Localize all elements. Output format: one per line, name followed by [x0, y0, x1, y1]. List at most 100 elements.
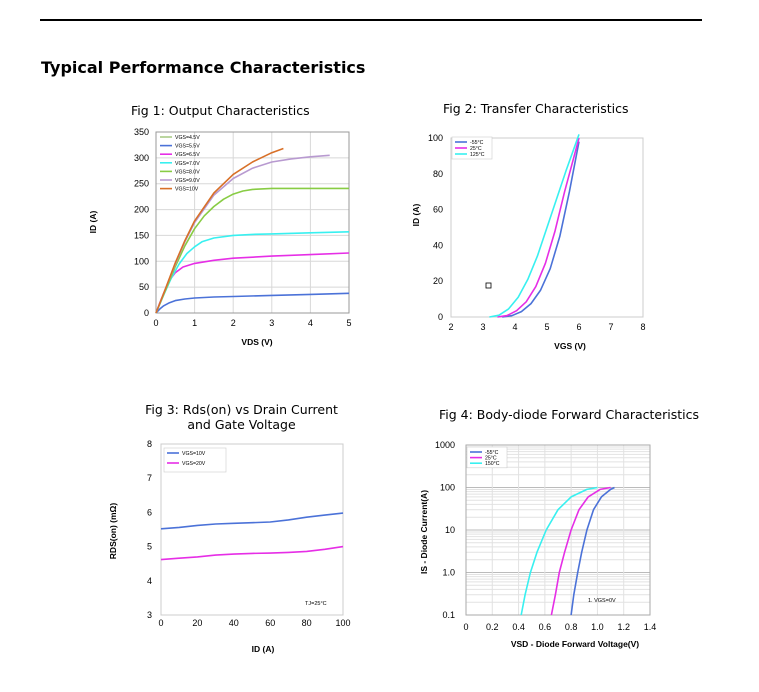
fig4-legend-label-3: 150°C [485, 461, 500, 467]
fig3-series-line-1 [160, 512, 344, 530]
fig2-xtick-label: 3 [480, 322, 485, 332]
fig2-legend-label-2: 25°C [470, 146, 482, 152]
fig1-ytick-label: 150 [134, 230, 149, 240]
fig2-ytick-label: 40 [433, 240, 443, 250]
fig1-xtick-label: 4 [308, 318, 313, 328]
header-rule [40, 19, 702, 21]
fig1-ytick-label: 250 [134, 179, 149, 189]
fig1-series-line-7 [155, 147, 284, 314]
section-title: Typical Performance Characteristics [41, 58, 366, 77]
fig4-ytick-label: 10 [445, 525, 455, 535]
fig2-xaxis-label: VGS (V) [554, 341, 586, 351]
fig2-ytick-label: 20 [433, 276, 443, 286]
fig3-xtick-label: 80 [302, 618, 312, 628]
fig4-legend-label-2: 25°C [485, 456, 497, 462]
fig3-ytick-label: 4 [147, 576, 152, 586]
fig4-ytick-label: 1000 [435, 440, 455, 450]
fig2-xtick-label: 8 [640, 322, 645, 332]
fig3-ytick-label: 8 [147, 439, 152, 449]
fig1-xtick-label: 3 [269, 318, 274, 328]
fig2-legend-label-3: 125°C [470, 152, 485, 158]
fig3-xtick-label: 100 [335, 618, 350, 628]
fig4-xtick-label: 0 [463, 622, 468, 632]
fig2-xtick-label: 7 [608, 322, 613, 332]
fig4-xaxis-label: VSD - Diode Forward Voltage(V) [511, 639, 639, 649]
fig1-legend-label-7: VGS=10V [175, 187, 199, 193]
fig4-series-line-1 [570, 486, 615, 616]
fig3-yaxis-label: RDS(on) (mΩ) [108, 503, 118, 560]
fig2-ytick-label: 0 [438, 312, 443, 322]
fig3-series-line-2 [160, 545, 344, 561]
fig4-yaxis-label: IS - Diode Current(A) [419, 490, 429, 574]
fig1-ytick-label: 0 [144, 308, 149, 318]
fig4-xtick-label: 1.2 [617, 622, 630, 632]
fig2-series-line-3 [489, 134, 580, 318]
fig1-series-line-5 [155, 187, 349, 314]
fig2-ytick-label: 100 [428, 133, 443, 143]
fig1-series-line-4 [155, 231, 350, 314]
fig3-title: Fig 3: Rds(on) vs Drain Current and Gate… [145, 402, 338, 432]
fig3-annotation: TJ=25°C [305, 601, 327, 607]
fig3-legend-box [163, 447, 227, 473]
fig3-legend-label-2: VGS=20V [182, 461, 206, 467]
fig3-legend-label-1: VGS=10V [182, 451, 206, 457]
fig4-ytick-label: 0.1 [442, 610, 455, 620]
fig2-xtick-label: 6 [576, 322, 581, 332]
fig1-legend-label-2: VGS=5.5V [175, 144, 200, 150]
fig4-xtick-label: 0.2 [486, 622, 499, 632]
fig4-ytick-label: 1.0 [442, 568, 455, 578]
fig4-xtick-label: 0.8 [565, 622, 578, 632]
fig1-xtick-label: 5 [346, 318, 351, 328]
fig3-ytick-label: 6 [147, 507, 152, 517]
fig3-ytick-label: 7 [147, 473, 152, 483]
fig2-xtick-label: 4 [512, 322, 517, 332]
fig1-xtick-label: 0 [153, 318, 158, 328]
fig2-marker-square [485, 282, 492, 289]
fig4-plot-frame [465, 444, 651, 616]
fig2-title: Fig 2: Transfer Characteristics [443, 101, 629, 116]
fig3-xtick-label: 40 [229, 618, 239, 628]
fig2-ytick-label: 80 [433, 169, 443, 179]
fig1-series-line-3 [155, 252, 350, 314]
fig1-series-line-2 [155, 292, 350, 314]
fig1-legend-label-1: VGS=4.5V [175, 135, 200, 141]
fig1-xtick-label: 2 [231, 318, 236, 328]
fig2-ytick-label: 60 [433, 205, 443, 215]
fig1-legend-label-6: VGS=9.0V [175, 178, 200, 184]
fig2-xtick-label: 2 [448, 322, 453, 332]
fig3-xtick-label: 20 [192, 618, 202, 628]
fig2-yaxis-label: ID (A) [411, 204, 421, 227]
fig4-series-line-3 [520, 486, 598, 616]
fig4-annotation: 1. VGS=0V [588, 598, 616, 604]
fig1-ytick-label: 100 [134, 256, 149, 266]
fig3-xtick-label: 0 [158, 618, 163, 628]
fig1-xaxis-label: VDS (V) [241, 337, 272, 347]
fig2-plot-frame [450, 137, 644, 318]
fig4-xtick-label: 0.6 [539, 622, 552, 632]
fig1-ytick-label: 50 [139, 282, 149, 292]
fig1-plot-frame [155, 131, 350, 314]
fig3-ytick-label: 3 [147, 610, 152, 620]
fig1-legend-label-3: VGS=6.5V [175, 152, 200, 158]
fig3-ytick-label: 5 [147, 542, 152, 552]
fig2-series-line-2 [497, 137, 580, 318]
fig1-ytick-label: 350 [134, 127, 149, 137]
fig1-ytick-label: 200 [134, 205, 149, 215]
fig2-series-line-1 [502, 141, 580, 318]
fig2-xtick-label: 5 [544, 322, 549, 332]
fig1-legend-label-5: VGS=8.0V [175, 169, 200, 175]
fig1-title: Fig 1: Output Characteristics [131, 103, 310, 118]
fig3-xtick-label: 60 [265, 618, 275, 628]
fig3-xaxis-label: ID (A) [252, 644, 275, 654]
fig4-xtick-label: 0.4 [512, 622, 525, 632]
fig1-legend-label-4: VGS=7.0V [175, 161, 200, 167]
fig4-series-line-2 [550, 486, 611, 616]
fig4-xtick-label: 1.0 [591, 622, 604, 632]
fig4-ytick-label: 100 [440, 483, 455, 493]
fig4-title: Fig 4: Body-diode Forward Characteristic… [439, 407, 699, 422]
fig3-plot-frame [160, 443, 344, 616]
fig1-xtick-label: 1 [192, 318, 197, 328]
fig1-ytick-label: 300 [134, 153, 149, 163]
fig1-yaxis-label: ID (A) [88, 211, 98, 234]
